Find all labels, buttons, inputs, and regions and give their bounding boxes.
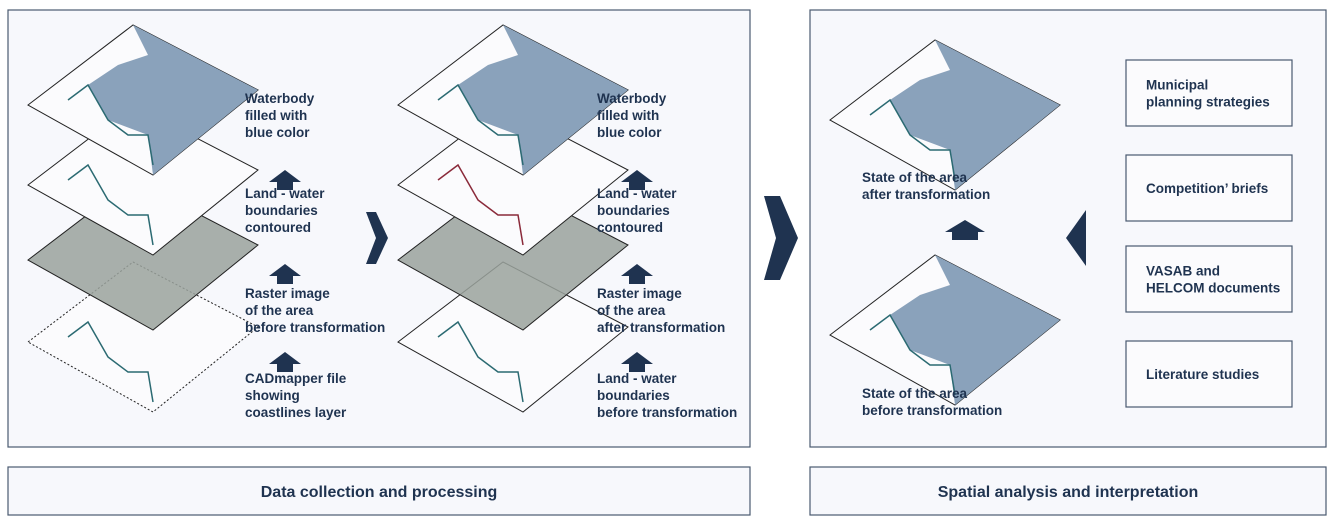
label: of the area — [597, 303, 666, 318]
label: Land - water — [245, 186, 325, 201]
label: after transformation — [862, 187, 990, 202]
label: blue color — [245, 125, 310, 140]
coastline — [67, 163, 154, 246]
coastline — [67, 83, 154, 166]
coastline — [437, 83, 524, 166]
label: contoured — [597, 220, 663, 235]
label: Waterbody — [597, 91, 667, 106]
label: showing — [245, 388, 300, 403]
chevron-arrow — [366, 212, 388, 264]
caption-box — [7, 466, 751, 516]
label: planning strategies — [1146, 95, 1270, 110]
up-arrow — [621, 170, 653, 190]
label: Competition’ briefs — [1146, 181, 1268, 196]
label: of the area — [245, 303, 314, 318]
label: State of the area — [862, 170, 968, 185]
source-box — [1125, 340, 1293, 408]
label: HELCOM documents — [1146, 281, 1280, 296]
label: Literature studies — [1146, 367, 1259, 382]
source-box — [1125, 154, 1293, 222]
up-arrow — [945, 220, 985, 240]
label: Raster image — [245, 286, 330, 301]
label: boundaries — [597, 203, 670, 218]
water-fill — [890, 40, 1060, 190]
label: Waterbody — [245, 91, 315, 106]
up-arrow — [621, 352, 653, 372]
label: before transformation — [597, 405, 737, 420]
coastline — [869, 313, 956, 396]
coastline — [437, 320, 524, 403]
caption: Data collection and processing — [261, 484, 498, 501]
water-fill — [88, 25, 258, 175]
up-arrow — [621, 264, 653, 284]
label: before transformation — [245, 320, 385, 335]
coastline — [67, 320, 154, 403]
label: CADmapper file — [245, 371, 347, 386]
label: Land - water — [597, 186, 677, 201]
label: coastlines layer — [245, 405, 347, 420]
label: filled with — [597, 108, 659, 123]
label: State of the area — [862, 386, 968, 401]
up-arrow — [269, 170, 301, 190]
water-fill — [458, 25, 628, 175]
label: filled with — [245, 108, 307, 123]
chevron-arrow — [764, 196, 798, 280]
up-arrow — [269, 264, 301, 284]
left-arrow — [1066, 210, 1086, 266]
label: Raster image — [597, 286, 682, 301]
coastline — [869, 98, 956, 181]
coastline — [437, 163, 524, 246]
label: boundaries — [245, 203, 318, 218]
label: contoured — [245, 220, 311, 235]
label: after transformation — [597, 320, 725, 335]
caption-box — [809, 466, 1327, 516]
label: before transformation — [862, 403, 1002, 418]
caption: Spatial analysis and interpretation — [938, 484, 1199, 501]
up-arrow — [269, 352, 301, 372]
label: Land - water — [597, 371, 677, 386]
label: blue color — [597, 125, 662, 140]
label: Municipal — [1146, 78, 1208, 93]
water-fill — [890, 255, 1060, 405]
source-box — [1125, 245, 1293, 313]
label: boundaries — [597, 388, 670, 403]
source-box — [1125, 59, 1293, 127]
label: VASAB and — [1146, 264, 1220, 279]
